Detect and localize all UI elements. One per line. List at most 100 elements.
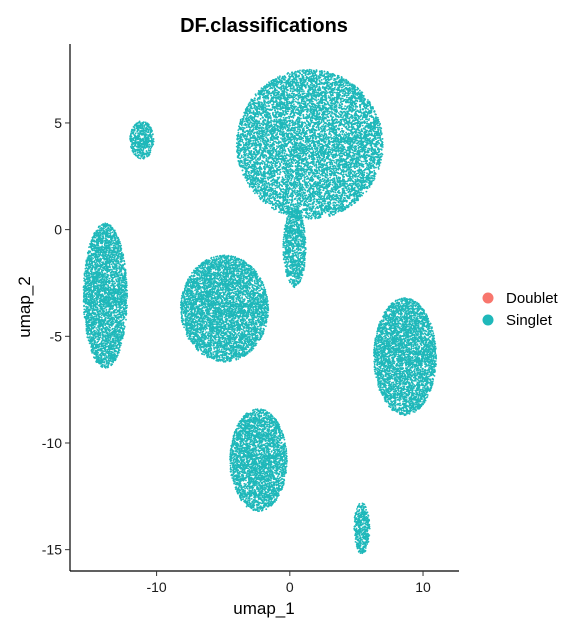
scatter-point xyxy=(343,151,345,153)
scatter-point xyxy=(344,194,346,196)
scatter-point xyxy=(360,119,362,121)
scatter-point xyxy=(262,184,264,186)
scatter-point xyxy=(373,170,375,172)
scatter-point xyxy=(243,156,245,158)
scatter-point xyxy=(269,141,271,143)
scatter-point xyxy=(286,213,288,215)
scatter-point xyxy=(321,133,323,135)
scatter-point xyxy=(328,95,330,97)
scatter-point xyxy=(268,202,270,204)
scatter-point xyxy=(283,117,285,119)
scatter-point xyxy=(305,124,307,126)
scatter-point xyxy=(308,158,310,160)
scatter-point xyxy=(257,116,259,118)
scatter-point xyxy=(379,165,381,167)
scatter-point xyxy=(279,173,281,175)
scatter-point xyxy=(285,155,287,157)
scatter-point xyxy=(260,140,262,142)
scatter-point xyxy=(306,202,308,204)
scatter-point xyxy=(337,78,339,80)
scatter-point xyxy=(306,158,308,160)
scatter-point xyxy=(255,183,257,185)
scatter-point xyxy=(301,102,303,104)
scatter-point xyxy=(311,142,313,144)
scatter-point xyxy=(326,111,328,113)
scatter-point xyxy=(276,145,278,147)
scatter-point xyxy=(265,136,267,138)
scatter-point xyxy=(280,105,282,107)
scatter-point xyxy=(360,157,362,159)
scatter-point xyxy=(341,128,343,130)
scatter-point xyxy=(258,195,260,197)
scatter-point xyxy=(369,115,371,117)
scatter-point xyxy=(330,134,332,136)
scatter-point xyxy=(334,162,336,164)
scatter-point xyxy=(322,116,324,118)
scatter-point xyxy=(315,204,317,206)
scatter-point xyxy=(343,173,345,175)
scatter-point xyxy=(367,108,369,110)
scatter-point xyxy=(273,209,275,211)
scatter-point xyxy=(355,133,357,135)
scatter-point xyxy=(367,99,369,101)
scatter-point xyxy=(297,184,299,186)
scatter-point xyxy=(311,215,313,217)
scatter-point xyxy=(344,122,346,124)
scatter-point xyxy=(348,161,350,163)
scatter-point xyxy=(284,184,286,186)
scatter-point xyxy=(346,97,348,99)
scatter-point xyxy=(329,177,331,179)
scatter-point xyxy=(306,148,308,150)
scatter-point xyxy=(240,134,242,136)
scatter-point xyxy=(296,140,298,142)
scatter-point xyxy=(344,133,346,135)
scatter-point xyxy=(280,188,282,190)
scatter-point xyxy=(317,99,319,101)
scatter-point xyxy=(347,85,349,87)
scatter-point xyxy=(276,148,278,150)
scatter-point xyxy=(317,211,319,213)
scatter-point xyxy=(377,166,379,168)
scatter-point xyxy=(333,160,335,162)
scatter-points xyxy=(83,69,438,554)
scatter-point xyxy=(290,90,292,92)
scatter-point xyxy=(329,127,331,129)
scatter-point xyxy=(325,133,327,135)
scatter-point xyxy=(317,158,319,160)
scatter-point xyxy=(377,127,379,129)
scatter-point xyxy=(326,129,328,131)
scatter-point xyxy=(319,194,321,196)
scatter-point xyxy=(299,70,301,72)
scatter-point xyxy=(267,179,269,181)
scatter-point xyxy=(271,201,273,203)
scatter-point xyxy=(333,136,335,138)
scatter-point xyxy=(370,122,372,124)
scatter-point xyxy=(311,69,313,71)
scatter-point xyxy=(332,151,334,153)
scatter-point xyxy=(289,73,291,75)
scatter-point xyxy=(263,98,265,100)
scatter-point xyxy=(344,105,346,107)
scatter-point xyxy=(246,153,248,155)
scatter-point xyxy=(366,166,368,168)
scatter-point xyxy=(287,148,289,150)
scatter-point xyxy=(289,199,291,201)
scatter-point xyxy=(284,206,286,208)
scatter-point xyxy=(266,105,268,107)
scatter-point xyxy=(332,184,334,186)
scatter-point xyxy=(366,191,368,193)
scatter-point xyxy=(254,192,256,194)
scatter-point xyxy=(323,124,325,126)
scatter-point xyxy=(330,102,332,104)
scatter-point xyxy=(306,143,308,145)
scatter-point xyxy=(248,144,250,146)
scatter-point xyxy=(303,90,305,92)
scatter-point xyxy=(253,127,255,129)
scatter-point xyxy=(308,187,310,189)
scatter-point xyxy=(305,173,307,175)
scatter-point xyxy=(352,155,354,157)
scatter-point xyxy=(345,84,347,86)
scatter-point xyxy=(362,125,364,127)
scatter-point xyxy=(242,174,244,176)
